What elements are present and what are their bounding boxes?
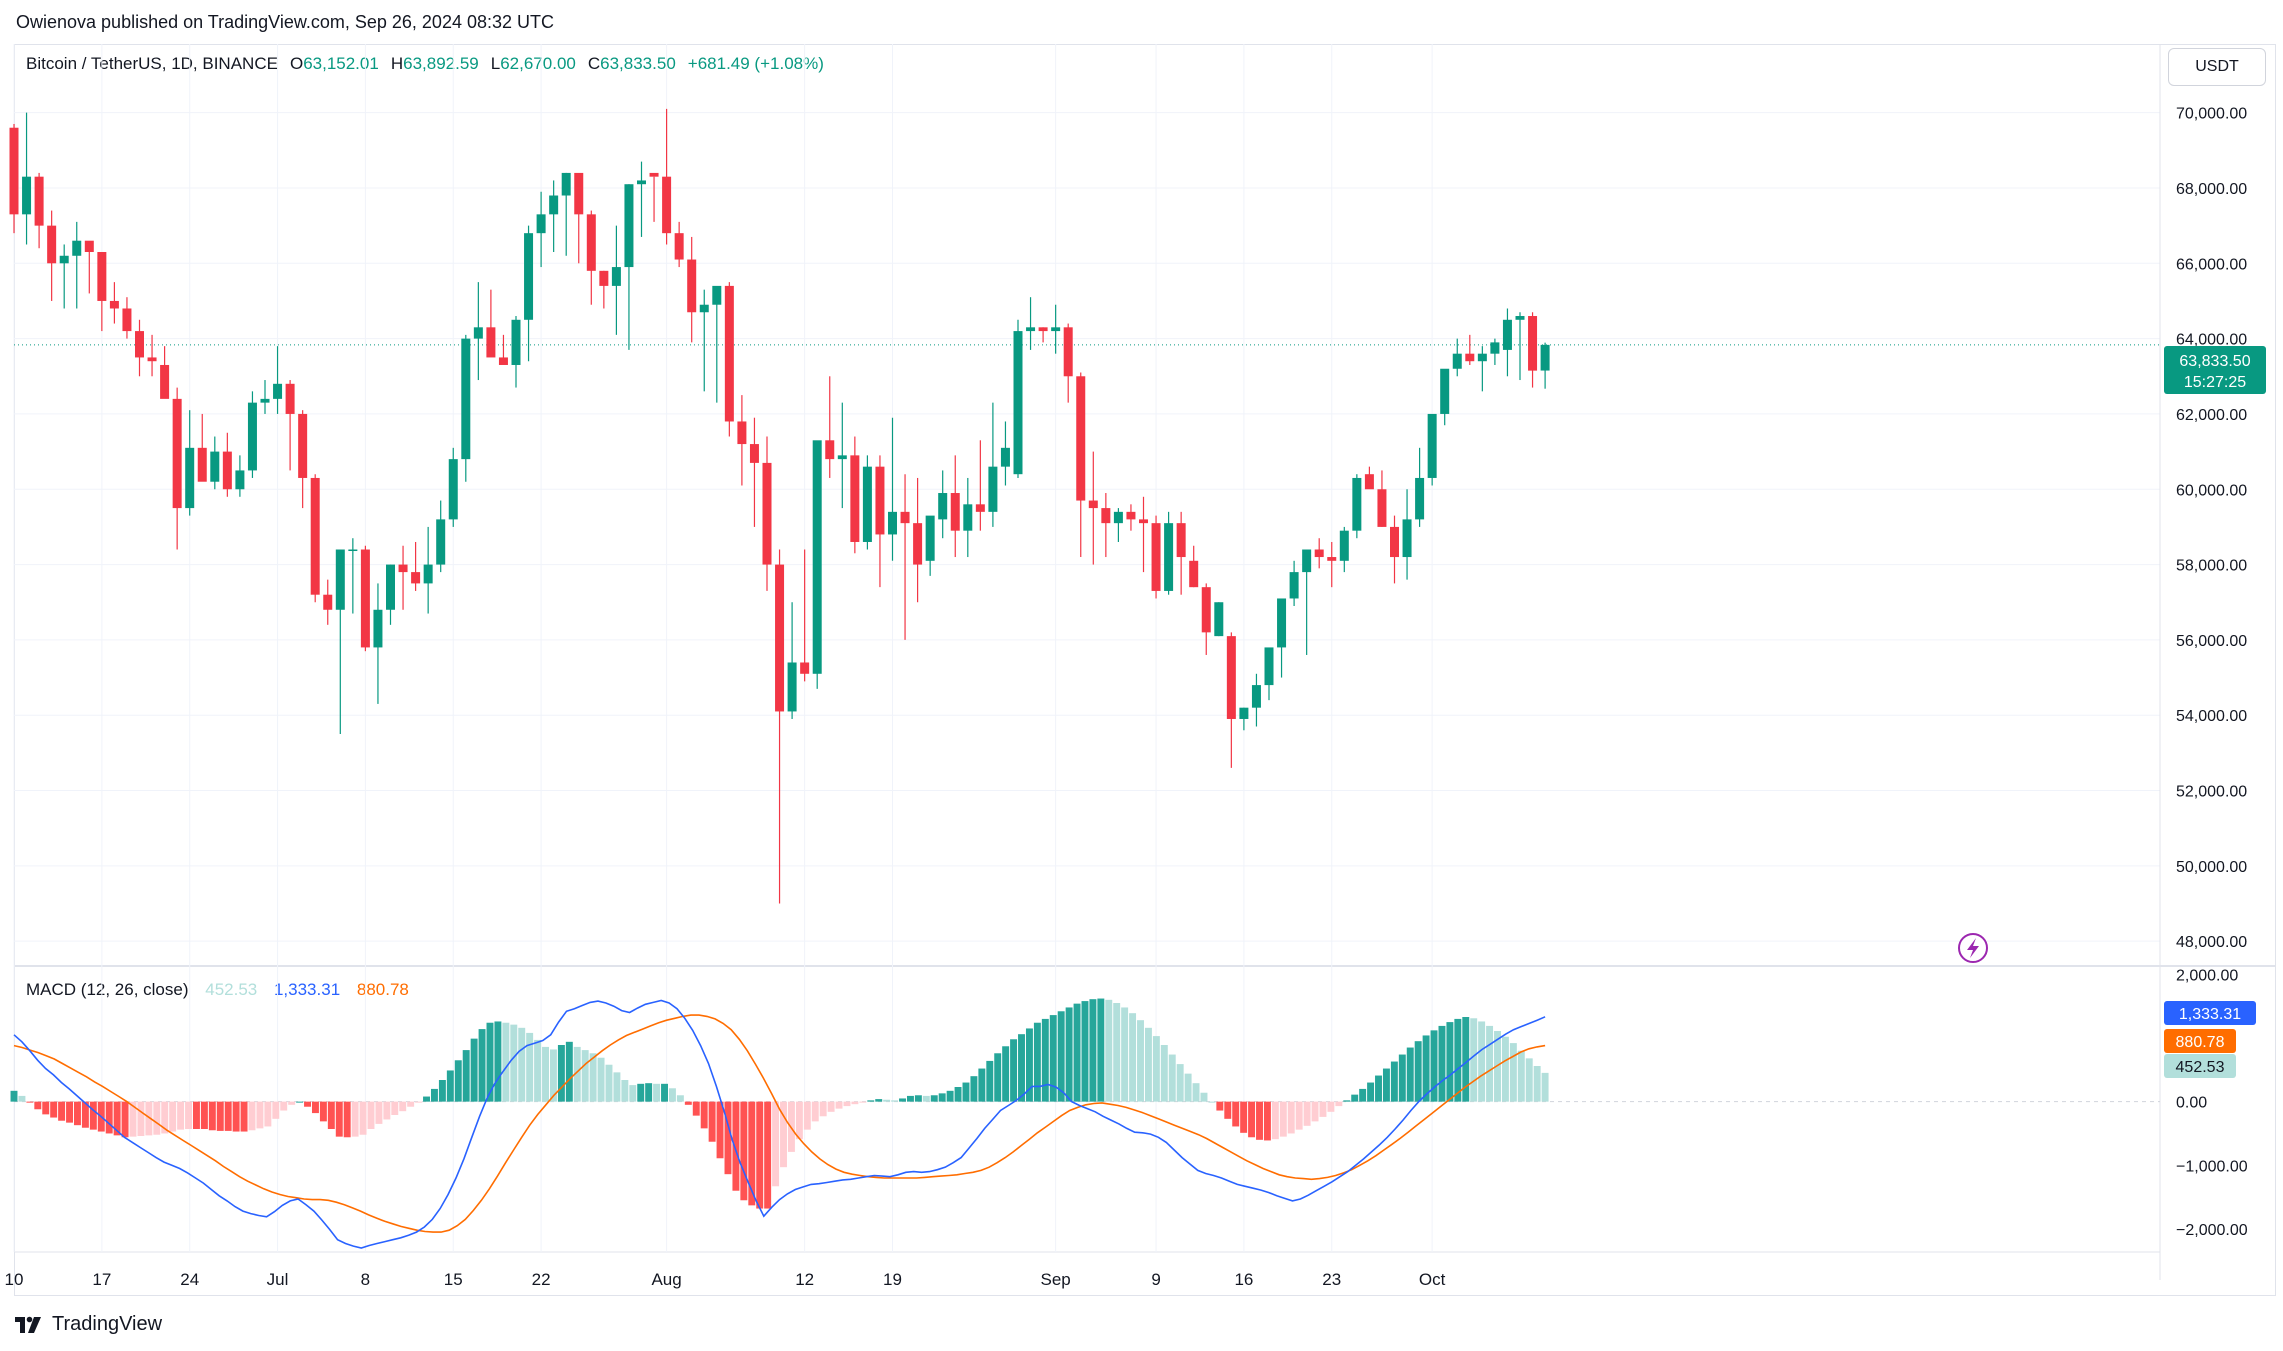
low-value: 62,670.00 (500, 54, 576, 73)
chart-frame (14, 44, 2276, 1296)
symbol-legend: Bitcoin / TetherUS, 1D, BINANCE O 63,152… (26, 54, 836, 74)
publisher-credit: Owienova published on TradingView.com, S… (16, 12, 555, 32)
high-value: 63,892.59 (403, 54, 479, 73)
macd-legend-macd: 1,333.31 (273, 980, 341, 999)
macd-legend-title[interactable]: MACD (12, 26, close) (26, 980, 189, 999)
close-value: 63,833.50 (600, 54, 676, 73)
change-value: +681.49 (+1.08%) (687, 54, 824, 73)
macd-legend-histogram: 452.53 (205, 980, 258, 999)
symbol-title[interactable]: Bitcoin / TetherUS, 1D, BINANCE (26, 54, 278, 73)
brand-name: TradingView (52, 1313, 163, 1335)
low-label: L (490, 54, 501, 73)
currency-button[interactable]: USDT (2168, 48, 2266, 86)
high-label: H (390, 54, 404, 73)
tradingview-brand[interactable]: TradingView (14, 1313, 162, 1336)
open-value: 63,152.01 (303, 54, 379, 73)
tradingview-logo-icon (15, 1316, 41, 1333)
close-label: C (587, 54, 601, 73)
open-label: O (289, 54, 304, 73)
macd-legend: MACD (12, 26, close) 452.53 1,333.31 880… (26, 980, 409, 1000)
macd-legend-signal: 880.78 (356, 980, 409, 999)
